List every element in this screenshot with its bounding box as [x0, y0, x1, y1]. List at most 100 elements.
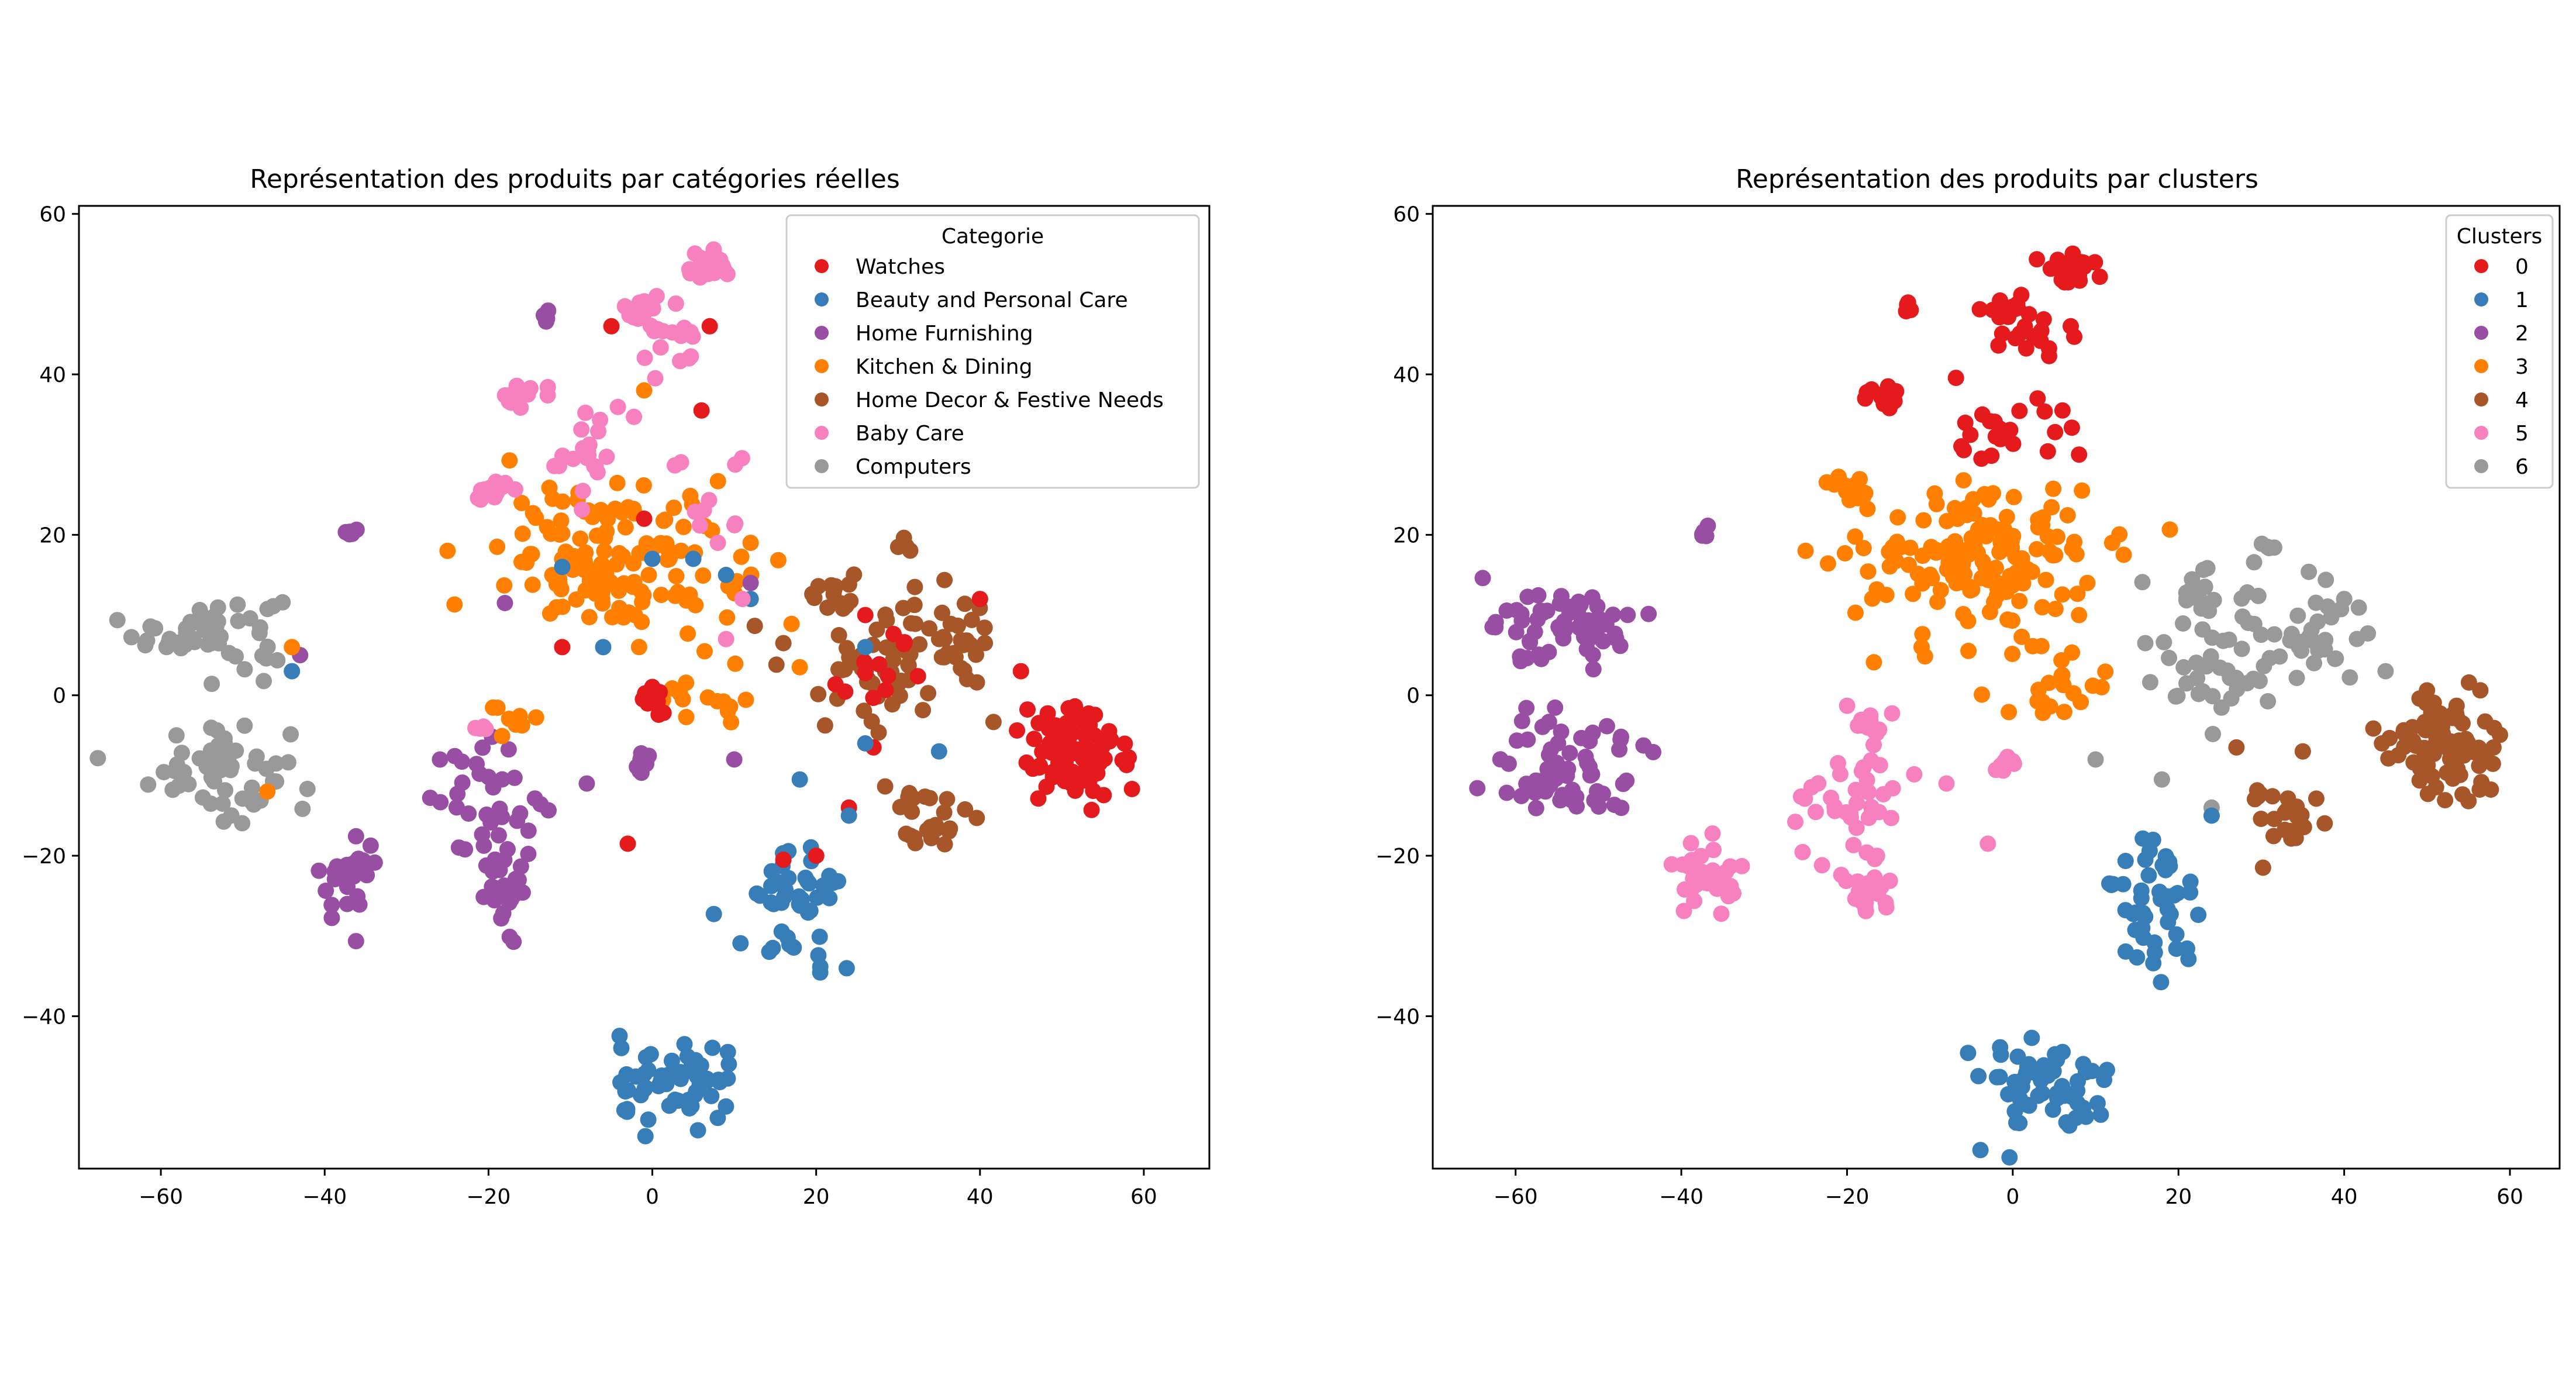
scatter-point: [1807, 804, 1824, 821]
scatter-point: [2076, 258, 2093, 275]
legend-entry-label: Home Furnishing: [856, 322, 1033, 346]
scatter-point: [2437, 792, 2454, 809]
scatter-point: [1870, 886, 1887, 902]
scatter-point: [819, 600, 836, 616]
scatter-point: [449, 786, 466, 802]
scatter-point: [1573, 729, 1590, 746]
scatter-point: [709, 1110, 726, 1126]
scatter-point: [1619, 607, 1636, 623]
scatter-point: [1682, 835, 1699, 852]
scatter-point: [695, 567, 712, 584]
scatter-point: [2327, 650, 2344, 667]
scatter-point: [902, 542, 919, 559]
scatter-point: [647, 370, 664, 387]
scatter-point: [506, 481, 523, 498]
scatter-point: [137, 637, 154, 654]
scatter-point: [2167, 688, 2184, 705]
scatter-point: [2047, 423, 2064, 440]
scatter-point: [541, 480, 558, 496]
scatter-point: [2066, 533, 2083, 550]
scatter-point: [609, 474, 626, 491]
scatter-point: [977, 635, 994, 652]
scatter-point: [1868, 581, 1885, 598]
scatter-point: [2011, 402, 2028, 419]
scatter-point: [2457, 731, 2474, 747]
scatter-point: [2246, 554, 2263, 571]
scatter-point: [950, 617, 966, 634]
scatter-point: [1009, 722, 1026, 739]
scatter-point: [2137, 635, 2154, 652]
x-tick-label: 60: [1130, 1185, 1157, 1209]
legend-marker: [815, 292, 829, 306]
scatter-point: [1962, 578, 1979, 595]
scatter-point: [768, 656, 785, 673]
scatter-point: [2153, 771, 2170, 788]
scatter-point: [1060, 700, 1077, 716]
legend-box: [2445, 214, 2554, 489]
scatter-point: [496, 577, 513, 594]
scatter-point: [775, 635, 792, 652]
scatter-point: [259, 783, 276, 800]
scatter-point: [655, 512, 672, 529]
scatter-point: [770, 552, 787, 569]
scatter-point: [626, 408, 643, 425]
scatter-point: [903, 615, 919, 632]
scatter-point: [816, 717, 833, 734]
scatter-point: [737, 691, 754, 708]
scatter-point: [1686, 893, 1702, 910]
scatter-point: [473, 482, 489, 499]
scatter-point: [841, 649, 858, 666]
scatter-point: [511, 708, 528, 725]
scatter-point: [2117, 943, 2134, 960]
scatter-point: [173, 745, 190, 762]
scatter-point: [2040, 674, 2057, 691]
legend-entry-label: 5: [2515, 422, 2529, 446]
scatter-point: [524, 576, 541, 593]
points-layer: [89, 241, 1140, 1145]
scatter-point: [2039, 443, 2056, 460]
scatter-point: [501, 452, 518, 469]
scatter-point: [2293, 642, 2310, 659]
scatter-point: [1558, 767, 1575, 784]
scatter-point: [956, 595, 973, 612]
legend-entry-label: Kitchen & Dining: [856, 355, 1032, 379]
scatter-point: [2190, 685, 2207, 702]
scatter-point: [362, 837, 379, 854]
scatter-point: [691, 517, 708, 534]
scatter-point: [506, 769, 523, 786]
scatter-point: [1860, 563, 1877, 580]
scatter-point: [2193, 600, 2210, 617]
scatter-point: [880, 667, 896, 684]
scatter-point: [742, 535, 759, 552]
scatter-point: [581, 609, 598, 626]
scatter-point: [837, 597, 854, 614]
scatter-point: [2117, 853, 2134, 869]
scatter-point: [265, 598, 282, 615]
scatter-point: [682, 348, 699, 365]
scatter-point: [248, 748, 265, 765]
scatter-point: [663, 1052, 680, 1069]
scatter-point: [209, 599, 226, 616]
scatter-point: [2301, 628, 2318, 645]
scatter-point: [742, 574, 759, 591]
scatter-point: [489, 538, 506, 555]
scatter-point: [968, 809, 985, 826]
scatter-point: [1987, 428, 2004, 445]
scatter-point: [2161, 521, 2178, 538]
scatter-point: [1839, 697, 1856, 714]
scatter-point: [1939, 561, 1956, 578]
scatter-point: [1923, 570, 1940, 587]
scatter-point: [2091, 268, 2108, 285]
scatter-point: [653, 587, 670, 604]
scatter-point: [2078, 1064, 2094, 1081]
scatter-point: [812, 964, 829, 981]
scatter-point: [512, 858, 529, 875]
scatter-point: [2456, 747, 2472, 764]
scatter-point: [1534, 718, 1551, 735]
scatter-point: [1605, 607, 1622, 623]
scatter-point: [468, 756, 485, 773]
scatter-point: [635, 477, 652, 494]
scatter-point: [2194, 621, 2211, 638]
scatter-point: [2380, 750, 2397, 767]
scatter-point: [718, 1098, 734, 1115]
